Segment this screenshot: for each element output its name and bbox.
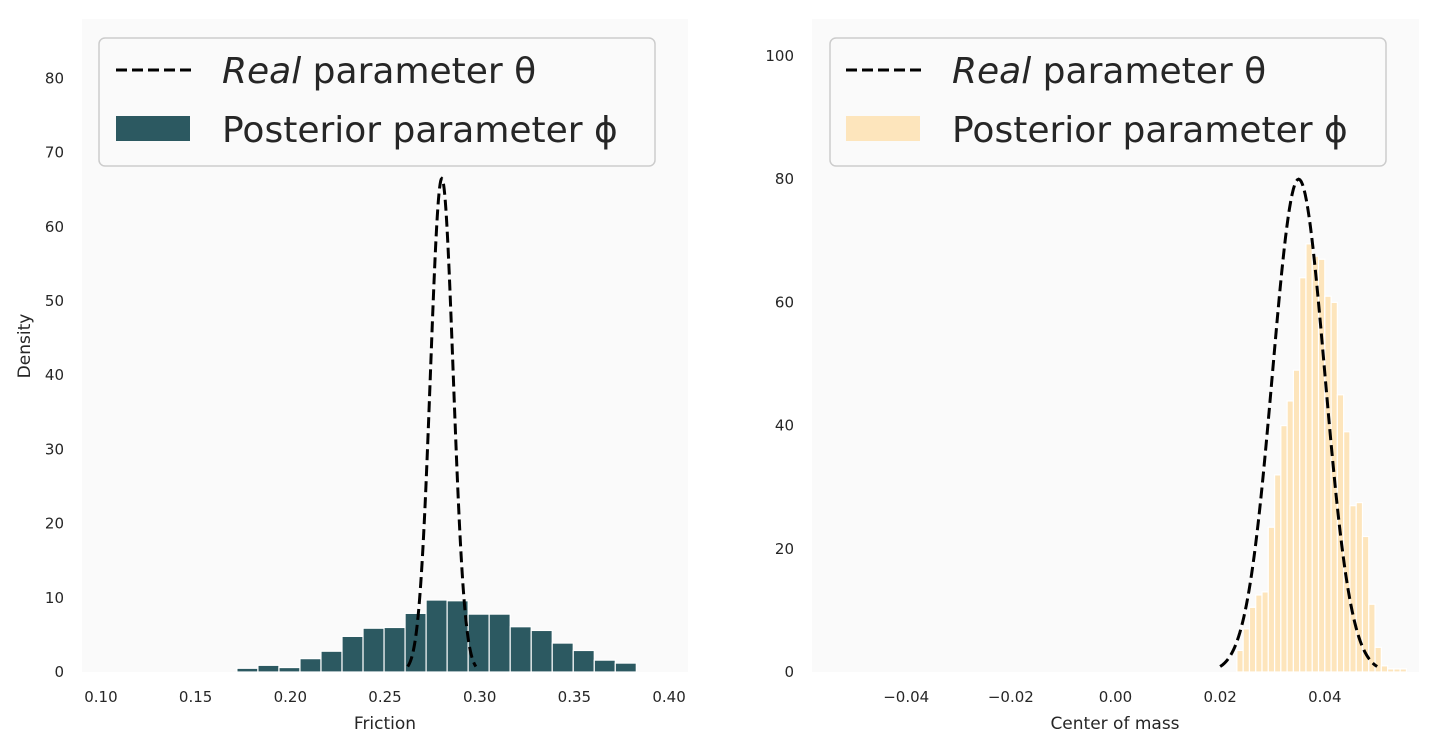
center-of-mass-histogram-bar: [1280, 424, 1288, 673]
friction-histogram-bar: [362, 627, 385, 673]
friction-y-tick-label: 30: [45, 440, 64, 458]
legend-box: [829, 37, 1387, 167]
center-of-mass-histogram-bar: [1255, 594, 1263, 673]
center-of-mass-x-tick-label: −0.02: [988, 688, 1034, 706]
center-of-mass-histogram-bar: [1261, 591, 1269, 673]
friction-x-tick-label: 0.30: [463, 688, 496, 706]
center-of-mass-histogram-bar: [1387, 668, 1395, 673]
friction-histogram-bar: [299, 658, 322, 673]
friction-histogram: [236, 599, 637, 673]
center-of-mass-histogram-bar: [1349, 505, 1357, 673]
center-of-mass-histogram-bar: [1292, 369, 1301, 673]
legend-entry-real: Real parameter θ: [952, 51, 1266, 92]
center-of-mass-histogram-bar: [1324, 295, 1332, 673]
friction-histogram-bar: [551, 642, 574, 673]
friction-histogram-bar: [509, 626, 532, 673]
center-of-mass-histogram-bar: [1299, 277, 1307, 673]
center-of-mass-legend: Real parameter θ Posterior parameter ϕ: [829, 37, 1387, 167]
center-of-mass-x-tick-label: −0.04: [883, 688, 929, 706]
friction-histogram-bar: [425, 599, 448, 673]
center-of-mass-histogram-bar: [1311, 255, 1320, 673]
friction-histogram-bar: [278, 666, 301, 673]
center-of-mass-histogram-bar: [1273, 474, 1282, 673]
friction-x-tick-label: 0.25: [368, 688, 401, 706]
friction-x-tick-label: 0.10: [84, 688, 117, 706]
center-of-mass-real-parameter-curve: [1219, 177, 1378, 668]
friction-y-tick-label: 80: [45, 69, 64, 87]
friction-histogram-bar: [467, 613, 490, 673]
friction-histogram-bar: [572, 649, 595, 673]
friction-panel: 0.10 0.15 0.20 0.25 0.30 0.35 0.40 0 10 20 30 40 50…: [15, 19, 688, 734]
friction-histogram-bar: [341, 635, 364, 673]
friction-y-tick-label: 40: [45, 366, 64, 384]
center-of-mass-histogram-bar: [1368, 603, 1376, 673]
friction-x-axis-label: Friction: [354, 714, 416, 734]
center-of-mass-histogram-bar: [1343, 431, 1351, 673]
legend-entry-posterior: Posterior parameter ϕ: [222, 110, 618, 151]
center-of-mass-histogram-bar: [1305, 243, 1313, 673]
center-of-mass-histogram-bar: [1242, 628, 1251, 673]
friction-x-tick-label: 0.20: [274, 688, 307, 706]
friction-y-tick-label: 0: [54, 663, 64, 681]
center-of-mass-x-tick-label: 0.02: [1203, 688, 1236, 706]
friction-histogram-bar: [236, 667, 259, 673]
center-of-mass-y-tick-label: 20: [775, 540, 794, 558]
center-of-mass-histogram-bar: [1248, 606, 1257, 673]
friction-histogram-bar: [593, 659, 616, 673]
center-of-mass-histogram: [1236, 243, 1408, 673]
friction-legend: Real parameter θ Posterior parameter ϕ: [98, 37, 656, 167]
y-axis-label-density: Density: [15, 314, 35, 379]
center-of-mass-x-axis-label: Center of mass: [1050, 714, 1179, 734]
center-of-mass-panel: −0.04 −0.02 0.00 0.02 0.04 0 20 40 60 80 100 Cent…: [765, 19, 1419, 734]
friction-histogram-bar: [488, 613, 511, 673]
legend-posterior-swatch: [846, 116, 920, 141]
legend-entry-real: Real parameter θ: [222, 51, 536, 92]
center-of-mass-histogram-bar: [1380, 665, 1389, 673]
friction-x-tick-label: 0.15: [179, 688, 212, 706]
center-of-mass-y-ticks: 0 20 40 60 80 100: [765, 47, 794, 681]
friction-x-ticks: 0.10 0.15 0.20 0.25 0.30 0.35 0.40: [84, 688, 686, 706]
center-of-mass-histogram-bar: [1399, 668, 1408, 673]
center-of-mass-histogram-bar: [1355, 501, 1364, 673]
center-of-mass-x-ticks: −0.04 −0.02 0.00 0.02 0.04: [883, 688, 1341, 706]
friction-y-tick-label: 60: [45, 218, 64, 236]
legend-posterior-swatch: [116, 116, 190, 141]
friction-y-ticks: 0 10 20 30 40 50 60 70 80: [45, 69, 64, 681]
center-of-mass-y-tick-label: 0: [784, 663, 794, 681]
friction-y-tick-label: 10: [45, 589, 64, 607]
center-of-mass-y-tick-label: 100: [765, 47, 794, 65]
center-of-mass-histogram-bar: [1286, 400, 1295, 673]
legend-entry-posterior: Posterior parameter ϕ: [952, 110, 1348, 151]
friction-y-tick-label: 70: [45, 144, 64, 162]
friction-histogram-bar: [530, 629, 553, 673]
friction-y-tick-label: 20: [45, 515, 64, 533]
friction-real-parameter-curve: [406, 176, 478, 668]
center-of-mass-y-tick-label: 60: [775, 293, 794, 311]
center-of-mass-y-tick-label: 40: [775, 417, 794, 435]
friction-x-tick-label: 0.40: [652, 688, 685, 706]
friction-x-tick-label: 0.35: [558, 688, 591, 706]
center-of-mass-histogram-bar: [1393, 668, 1401, 673]
friction-histogram-bar: [383, 626, 406, 673]
friction-y-tick-label: 50: [45, 292, 64, 310]
center-of-mass-x-tick-label: 0.00: [1099, 688, 1132, 706]
center-of-mass-x-tick-label: 0.04: [1308, 688, 1341, 706]
legend-box: [98, 37, 656, 167]
friction-histogram-bar: [446, 600, 469, 673]
center-of-mass-histogram-bar: [1374, 646, 1382, 673]
friction-histogram-bar: [614, 662, 637, 673]
center-of-mass-histogram-bar: [1236, 649, 1244, 673]
center-of-mass-histogram-bar: [1267, 526, 1276, 673]
friction-histogram-bar: [257, 664, 280, 673]
center-of-mass-y-tick-label: 80: [775, 170, 794, 188]
friction-histogram-bar: [320, 650, 343, 673]
